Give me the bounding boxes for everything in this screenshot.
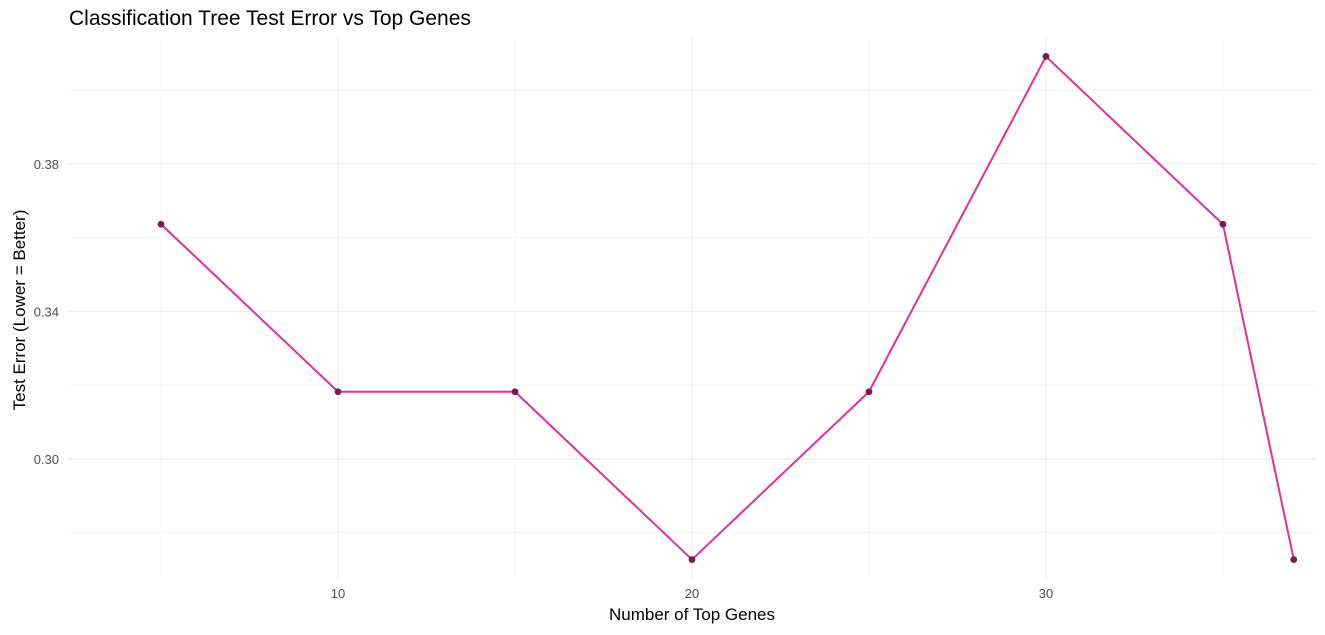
data-point bbox=[1290, 556, 1298, 563]
y-axis-ticks: 0.30 0.34 0.38 bbox=[34, 157, 59, 467]
data-point bbox=[1042, 53, 1050, 60]
data-point bbox=[157, 220, 165, 228]
data-point bbox=[865, 388, 873, 396]
y-tick-label: 0.34 bbox=[34, 304, 59, 319]
x-axis-label: Number of Top Genes bbox=[609, 605, 775, 624]
series-line-segment bbox=[1044, 55, 1224, 226]
major-gridlines bbox=[69, 38, 1315, 578]
series-lines bbox=[160, 55, 1295, 561]
x-tick-label: 30 bbox=[1039, 586, 1053, 601]
data-point bbox=[688, 556, 696, 563]
y-tick-label: 0.30 bbox=[34, 452, 59, 467]
chart-title: Classification Tree Test Error vs Top Ge… bbox=[69, 7, 471, 30]
x-tick-label: 20 bbox=[685, 586, 699, 601]
series-line-segment bbox=[691, 390, 870, 561]
x-tick-label: 10 bbox=[331, 586, 345, 601]
data-point bbox=[1219, 220, 1227, 228]
y-tick-label: 0.38 bbox=[34, 157, 59, 172]
data-point bbox=[511, 388, 519, 396]
series-line-segment bbox=[160, 223, 340, 393]
series-points bbox=[157, 53, 1298, 563]
data-point bbox=[334, 388, 342, 396]
series-line-segment bbox=[1221, 223, 1295, 561]
series-line-segment bbox=[867, 55, 1047, 393]
series-line-segment bbox=[514, 390, 693, 561]
x-axis-ticks: 10 20 30 bbox=[331, 586, 1053, 601]
